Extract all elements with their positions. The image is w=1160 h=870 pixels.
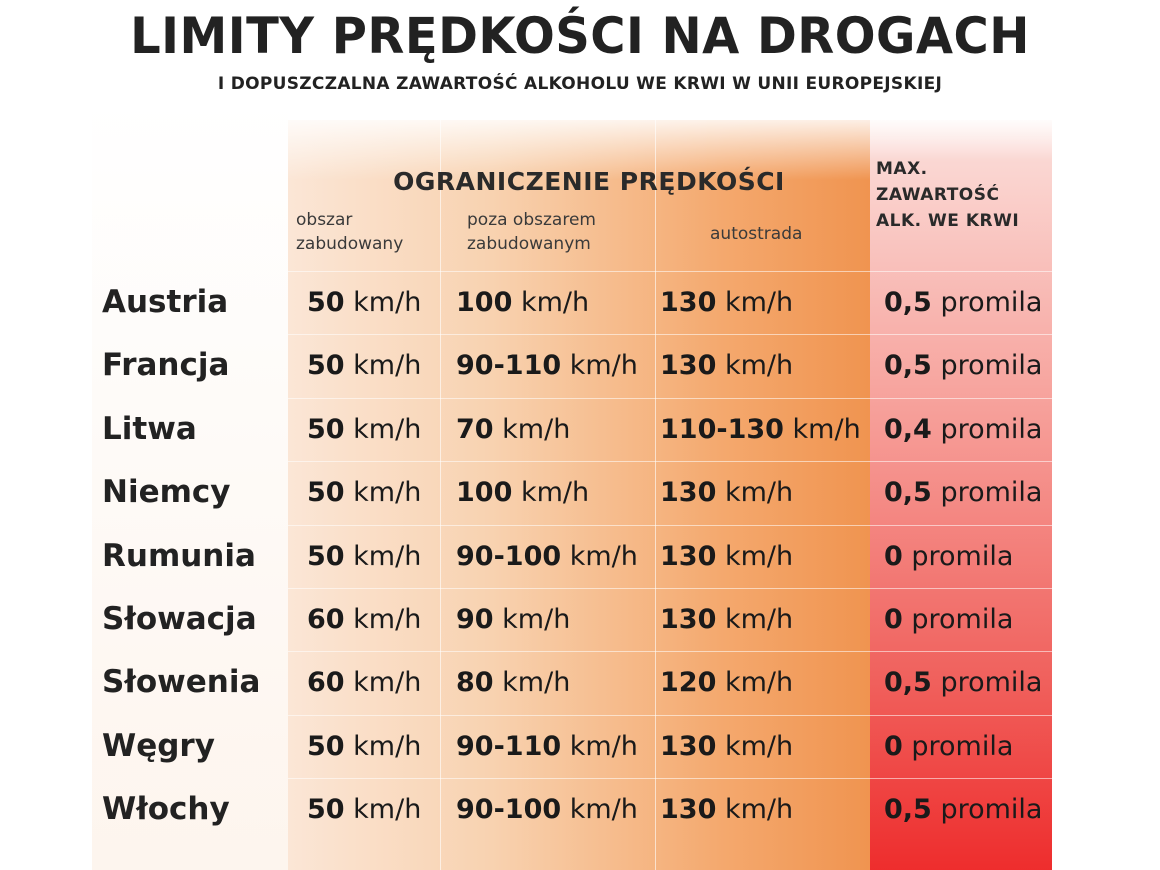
alcohol-limit: 0 promila (884, 730, 1014, 762)
rural-limit: 90-100 km/h (456, 794, 638, 826)
country-name: Węgry (102, 727, 215, 764)
column-divider (440, 120, 441, 870)
table-row: Austria 50 km/h 100 km/h 130 km/h 0,5 pr… (0, 271, 1160, 334)
table-row: Francja 50 km/h 90-110 km/h 130 km/h 0,5… (0, 334, 1160, 397)
table-row: Litwa 50 km/h 70 km/h 110-130 km/h 0,4 p… (0, 398, 1160, 461)
page-title: LIMITY PRĘDKOŚCI NA DROGACH (130, 7, 1030, 65)
urban-header-line: zabudowany (296, 234, 404, 254)
rural-column-header: poza obszarem zabudowanym (467, 208, 596, 256)
rural-limit: 90-100 km/h (456, 540, 638, 572)
motorway-limit: 130 km/h (660, 287, 794, 318)
speed-limit-header: OGRANICZENIE PRĘDKOŚCI (393, 167, 785, 196)
urban-limit: 60 km/h (307, 667, 422, 699)
alcohol-limit: 0 promila (884, 603, 1014, 635)
motorway-limit: 130 km/h (660, 730, 794, 762)
country-name: Rumunia (102, 537, 256, 574)
urban-limit: 50 km/h (307, 794, 422, 826)
rural-header-line: zabudowanym (467, 234, 591, 254)
rural-limit: 80 km/h (456, 667, 571, 699)
row-divider (288, 334, 1052, 335)
urban-header-line: obszar (296, 210, 353, 230)
table-row: Słowenia 60 km/h 80 km/h 120 km/h 0,5 pr… (0, 651, 1160, 714)
row-divider (288, 271, 1052, 272)
table-row: Słowacja 60 km/h 90 km/h 130 km/h 0 prom… (0, 588, 1160, 651)
table-row: Włochy 50 km/h 90-100 km/h 130 km/h 0,5 … (0, 778, 1160, 841)
alcohol-limit: 0,5 promila (884, 667, 1043, 699)
country-name: Włochy (102, 791, 230, 828)
alcohol-limit: 0,5 promila (884, 287, 1043, 318)
row-divider (288, 715, 1052, 716)
alcohol-limit: 0,5 promila (884, 477, 1043, 509)
limits-table: Austria 50 km/h 100 km/h 130 km/h 0,5 pr… (0, 271, 1160, 842)
alcohol-limit: 0,5 promila (884, 794, 1043, 826)
country-name: Austria (102, 284, 229, 320)
country-name: Słowenia (102, 664, 261, 701)
urban-limit: 50 km/h (307, 540, 422, 572)
alcohol-column-header: MAX. ZAWARTOŚĆ ALK. WE KRWI (876, 156, 1052, 234)
speed-limit-panel (288, 120, 870, 870)
urban-limit: 60 km/h (307, 603, 422, 635)
rural-limit: 100 km/h (456, 287, 590, 318)
column-divider (655, 120, 656, 870)
country-name: Słowacja (102, 600, 257, 637)
urban-limit: 50 km/h (307, 730, 422, 762)
country-name: Francja (102, 347, 230, 384)
row-divider (288, 651, 1052, 652)
rural-limit: 90 km/h (456, 603, 571, 635)
alcohol-limit-panel (870, 120, 1052, 870)
alcohol-header-line: ZAWARTOŚĆ (876, 185, 1000, 205)
table-row: Niemcy 50 km/h 100 km/h 130 km/h 0,5 pro… (0, 461, 1160, 524)
rural-header-line: poza obszarem (467, 210, 596, 230)
alcohol-limit: 0,5 promila (884, 350, 1043, 382)
urban-limit: 50 km/h (307, 477, 422, 509)
motorway-column-header: autostrada (710, 224, 803, 244)
rural-limit: 90-110 km/h (456, 730, 638, 762)
alcohol-limit: 0 promila (884, 540, 1014, 572)
country-name: Niemcy (102, 474, 231, 511)
motorway-limit: 130 km/h (660, 350, 794, 382)
table-row: Węgry 50 km/h 90-110 km/h 130 km/h 0 pro… (0, 715, 1160, 778)
alcohol-header-line: MAX. (876, 159, 928, 179)
row-divider (288, 525, 1052, 526)
row-divider (288, 461, 1052, 462)
urban-limit: 50 km/h (307, 287, 422, 318)
alcohol-limit: 0,4 promila (884, 413, 1043, 445)
urban-limit: 50 km/h (307, 413, 422, 445)
motorway-limit: 130 km/h (660, 794, 794, 826)
row-divider (288, 398, 1052, 399)
row-divider (288, 588, 1052, 589)
country-column-background (92, 100, 288, 870)
motorway-limit: 130 km/h (660, 477, 794, 509)
motorway-limit: 130 km/h (660, 540, 794, 572)
page-subtitle: I DOPUSZCZALNA ZAWARTOŚĆ ALKOHOLU WE KRW… (217, 74, 943, 94)
rural-limit: 100 km/h (456, 477, 590, 509)
row-divider (288, 778, 1052, 779)
country-name: Litwa (102, 410, 197, 447)
rural-limit: 90-110 km/h (456, 350, 638, 382)
alcohol-header-line: ALK. WE KRWI (876, 211, 1020, 231)
urban-limit: 50 km/h (307, 350, 422, 382)
urban-column-header: obszar zabudowany (296, 208, 403, 256)
motorway-limit: 120 km/h (660, 667, 794, 699)
motorway-limit: 130 km/h (660, 603, 794, 635)
motorway-limit: 110-130 km/h (660, 413, 861, 445)
rural-limit: 70 km/h (456, 413, 571, 445)
table-row: Rumunia 50 km/h 90-100 km/h 130 km/h 0 p… (0, 525, 1160, 588)
